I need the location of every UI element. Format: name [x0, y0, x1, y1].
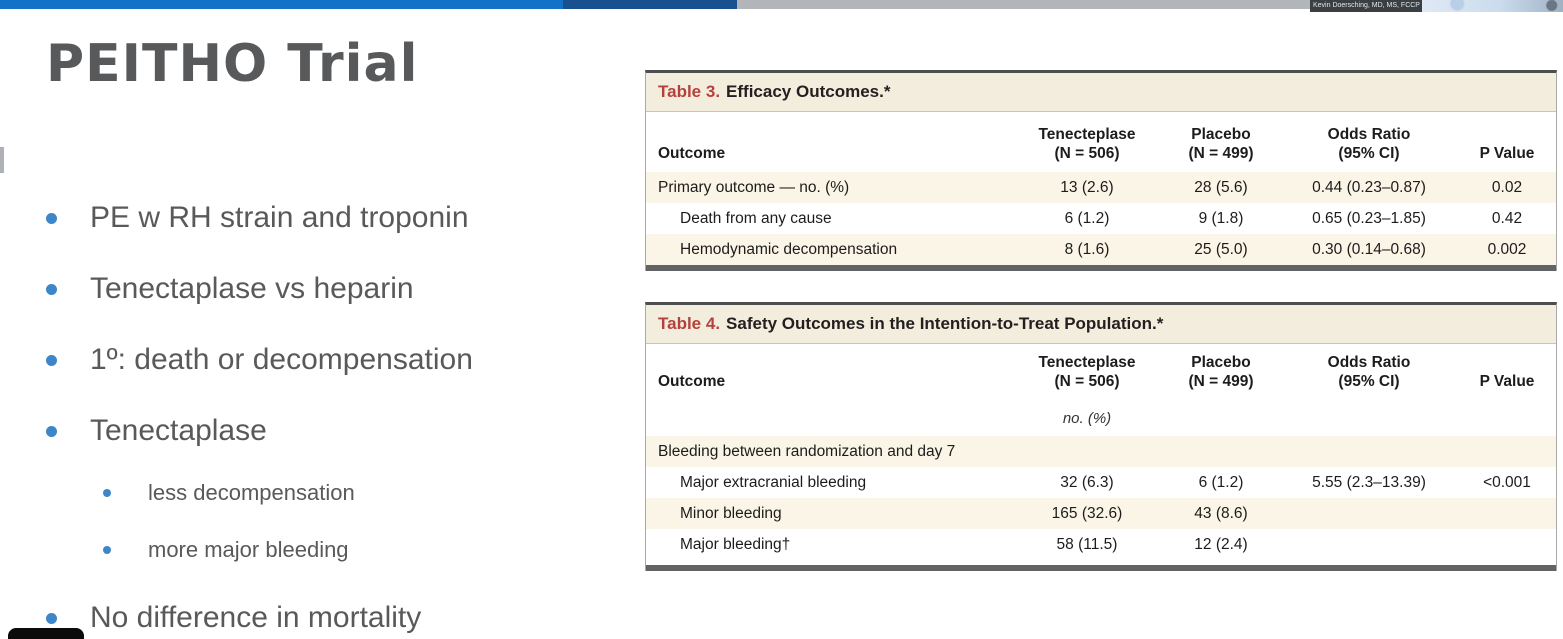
table-units-row: no. (%) — [646, 400, 1556, 436]
table-cell: 0.42 — [1491, 209, 1523, 227]
column-header-odds-ratio: Odds Ratio (95% CI) — [1327, 354, 1411, 390]
bullet-text: more major bleeding — [148, 537, 349, 562]
bullet-text: less decompensation — [148, 480, 355, 505]
table-cell: 58 (11.5) — [1056, 535, 1118, 553]
video-progress-bar[interactable] — [0, 0, 1563, 9]
table-cell: 5.55 (2.3–13.39) — [1312, 473, 1426, 491]
column-header-outcome: Outcome — [658, 373, 726, 390]
column-header-tenecteplase: Tenecteplase (N = 506) — [1038, 354, 1136, 390]
table-cell-outcome: Hemodynamic decompensation — [680, 240, 898, 258]
column-header-tenecteplase: Tenecteplase (N = 506) — [1038, 126, 1136, 162]
table-row: Primary outcome — no. (%) 13 (2.6) 28 (5… — [646, 172, 1556, 203]
table-cell: 0.002 — [1487, 240, 1527, 258]
table-cell: 9 (1.8) — [1198, 209, 1244, 227]
table-cell: 12 (2.4) — [1194, 535, 1248, 553]
table-cell-outcome: Primary outcome — no. (%) — [658, 178, 850, 196]
bullet-dot-icon — [46, 284, 57, 295]
bullet-dot-icon — [46, 213, 57, 224]
table-header-row: Outcome Tenecteplase (N = 506) Placebo (… — [646, 112, 1556, 172]
column-header-p-value: P Value — [1479, 373, 1535, 390]
speaker-name-tag: Kevin Doersching, MD, MS, FCCP — [1310, 0, 1422, 12]
bullet-dot-icon — [46, 613, 57, 624]
progress-buffered-segment — [563, 0, 737, 9]
column-header-placebo: Placebo (N = 499) — [1188, 126, 1254, 162]
units-label: no. (%) — [1062, 409, 1112, 427]
table-label: Table 4. — [658, 314, 721, 333]
bullet-item-pe-rh-strain: PE w RH strain and troponin — [46, 200, 469, 236]
sub-bullet-item-less-decompensation: less decompensation — [103, 480, 355, 506]
efficacy-outcomes-table: Table 3. Efficacy Outcomes.* Outcome Ten… — [645, 70, 1557, 271]
table-cell: 0.30 (0.14–0.68) — [1312, 240, 1426, 258]
table-header-row: Outcome Tenecteplase (N = 506) Placebo (… — [646, 344, 1556, 400]
table-title-text: Efficacy Outcomes.* — [726, 82, 891, 101]
bullet-text: PE w RH strain and troponin — [90, 201, 469, 234]
table-cell: 28 (5.6) — [1194, 178, 1248, 196]
safety-outcomes-table: Table 4. Safety Outcomes in the Intentio… — [645, 302, 1557, 571]
bullet-text: Tenectaplase — [90, 414, 267, 447]
table-row: Minor bleeding 165 (32.6) 43 (8.6) — [646, 498, 1556, 529]
table-cell: 6 (1.2) — [1198, 473, 1244, 491]
table-cell: 165 (32.6) — [1051, 504, 1123, 522]
table-cell: 13 (2.6) — [1060, 178, 1114, 196]
table-cell: 0.65 (0.23–1.85) — [1312, 209, 1426, 227]
table-cell-outcome: Major bleeding† — [680, 535, 791, 553]
column-header-placebo: Placebo (N = 499) — [1188, 354, 1254, 390]
webcam-thumbnail: Kevin Doersching, MD, MS, FCCP — [1310, 0, 1563, 12]
bullet-text: No difference in mortality — [90, 601, 422, 634]
table-bottom-gap — [646, 560, 1556, 565]
table-cell: 8 (1.6) — [1064, 240, 1110, 258]
table-cutoff-edge — [646, 265, 1556, 271]
webcam-video-frame — [1422, 0, 1563, 12]
column-header-outcome: Outcome — [658, 145, 726, 162]
table-cutoff-edge — [646, 565, 1556, 571]
table-cell: 0.44 (0.23–0.87) — [1312, 178, 1426, 196]
table-cell-outcome: Bleeding between randomization and day 7 — [658, 442, 956, 460]
bullet-item-tenectaplase: Tenectaplase — [46, 413, 267, 449]
table-row: Hemodynamic decompensation 8 (1.6) 25 (5… — [646, 234, 1556, 265]
table-cell: 0.02 — [1491, 178, 1523, 196]
table-cell: 32 (6.3) — [1060, 473, 1114, 491]
table-cell: <0.001 — [1483, 473, 1531, 491]
table-title-bar: Table 4. Safety Outcomes in the Intentio… — [646, 305, 1556, 344]
table-row: Major extracranial bleeding 32 (6.3) 6 (… — [646, 467, 1556, 498]
page-title: PEITHO Trial — [46, 34, 419, 94]
table-row: Major bleeding† 58 (11.5) 12 (2.4) — [646, 529, 1556, 560]
bullet-dot-icon — [103, 546, 111, 554]
video-timestamp-pill — [8, 628, 84, 639]
bullet-dot-icon — [103, 489, 111, 497]
table-cell-outcome: Minor bleeding — [680, 504, 782, 522]
bullet-item-tenectaplase-vs-heparin: Tenectaplase vs heparin — [46, 271, 414, 307]
bullet-text: 1º: death or decompensation — [90, 343, 473, 376]
sub-bullet-item-more-major-bleeding: more major bleeding — [103, 537, 349, 563]
table-title-text: Safety Outcomes in the Intention-to-Trea… — [726, 314, 1164, 333]
column-header-p-value: P Value — [1479, 145, 1535, 162]
table-cell-outcome: Death from any cause — [680, 209, 832, 227]
table-row: Bleeding between randomization and day 7 — [646, 436, 1556, 467]
bullet-item-primary-outcome: 1º: death or decompensation — [46, 342, 473, 378]
table-cell: 25 (5.0) — [1194, 240, 1248, 258]
column-header-odds-ratio: Odds Ratio (95% CI) — [1327, 126, 1411, 162]
bullet-dot-icon — [46, 355, 57, 366]
table-cell: 6 (1.2) — [1064, 209, 1110, 227]
table-title-bar: Table 3. Efficacy Outcomes.* — [646, 73, 1556, 112]
screen-edge-artifact — [0, 147, 4, 173]
bullet-item-no-mortality-difference: No difference in mortality — [46, 600, 421, 636]
table-cell: 43 (8.6) — [1194, 504, 1248, 522]
progress-played-segment — [0, 0, 563, 9]
table-label: Table 3. — [658, 82, 721, 101]
bullet-dot-icon — [46, 426, 57, 437]
bullet-text: Tenectaplase vs heparin — [90, 272, 414, 305]
table-cell-outcome: Major extracranial bleeding — [680, 473, 867, 491]
table-row: Death from any cause 6 (1.2) 9 (1.8) 0.6… — [646, 203, 1556, 234]
